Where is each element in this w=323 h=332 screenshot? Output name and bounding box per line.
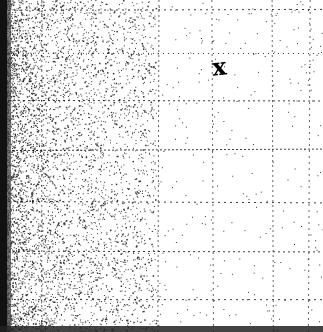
bottom-edge [0,326,323,332]
grid-line-vertical [271,0,274,332]
left-binding-edge-inner [7,0,11,332]
grid-line-horizontal [7,148,323,152]
grid-line-horizontal [7,8,323,11]
handwritten-mark: x [210,51,228,82]
grid-line-vertical [307,0,311,332]
dotted-grid [7,0,323,332]
left-binding-edge [0,0,7,332]
grid-line-vertical [157,0,160,332]
grid-line-vertical [211,0,214,332]
grid-line-horizontal [7,200,323,204]
